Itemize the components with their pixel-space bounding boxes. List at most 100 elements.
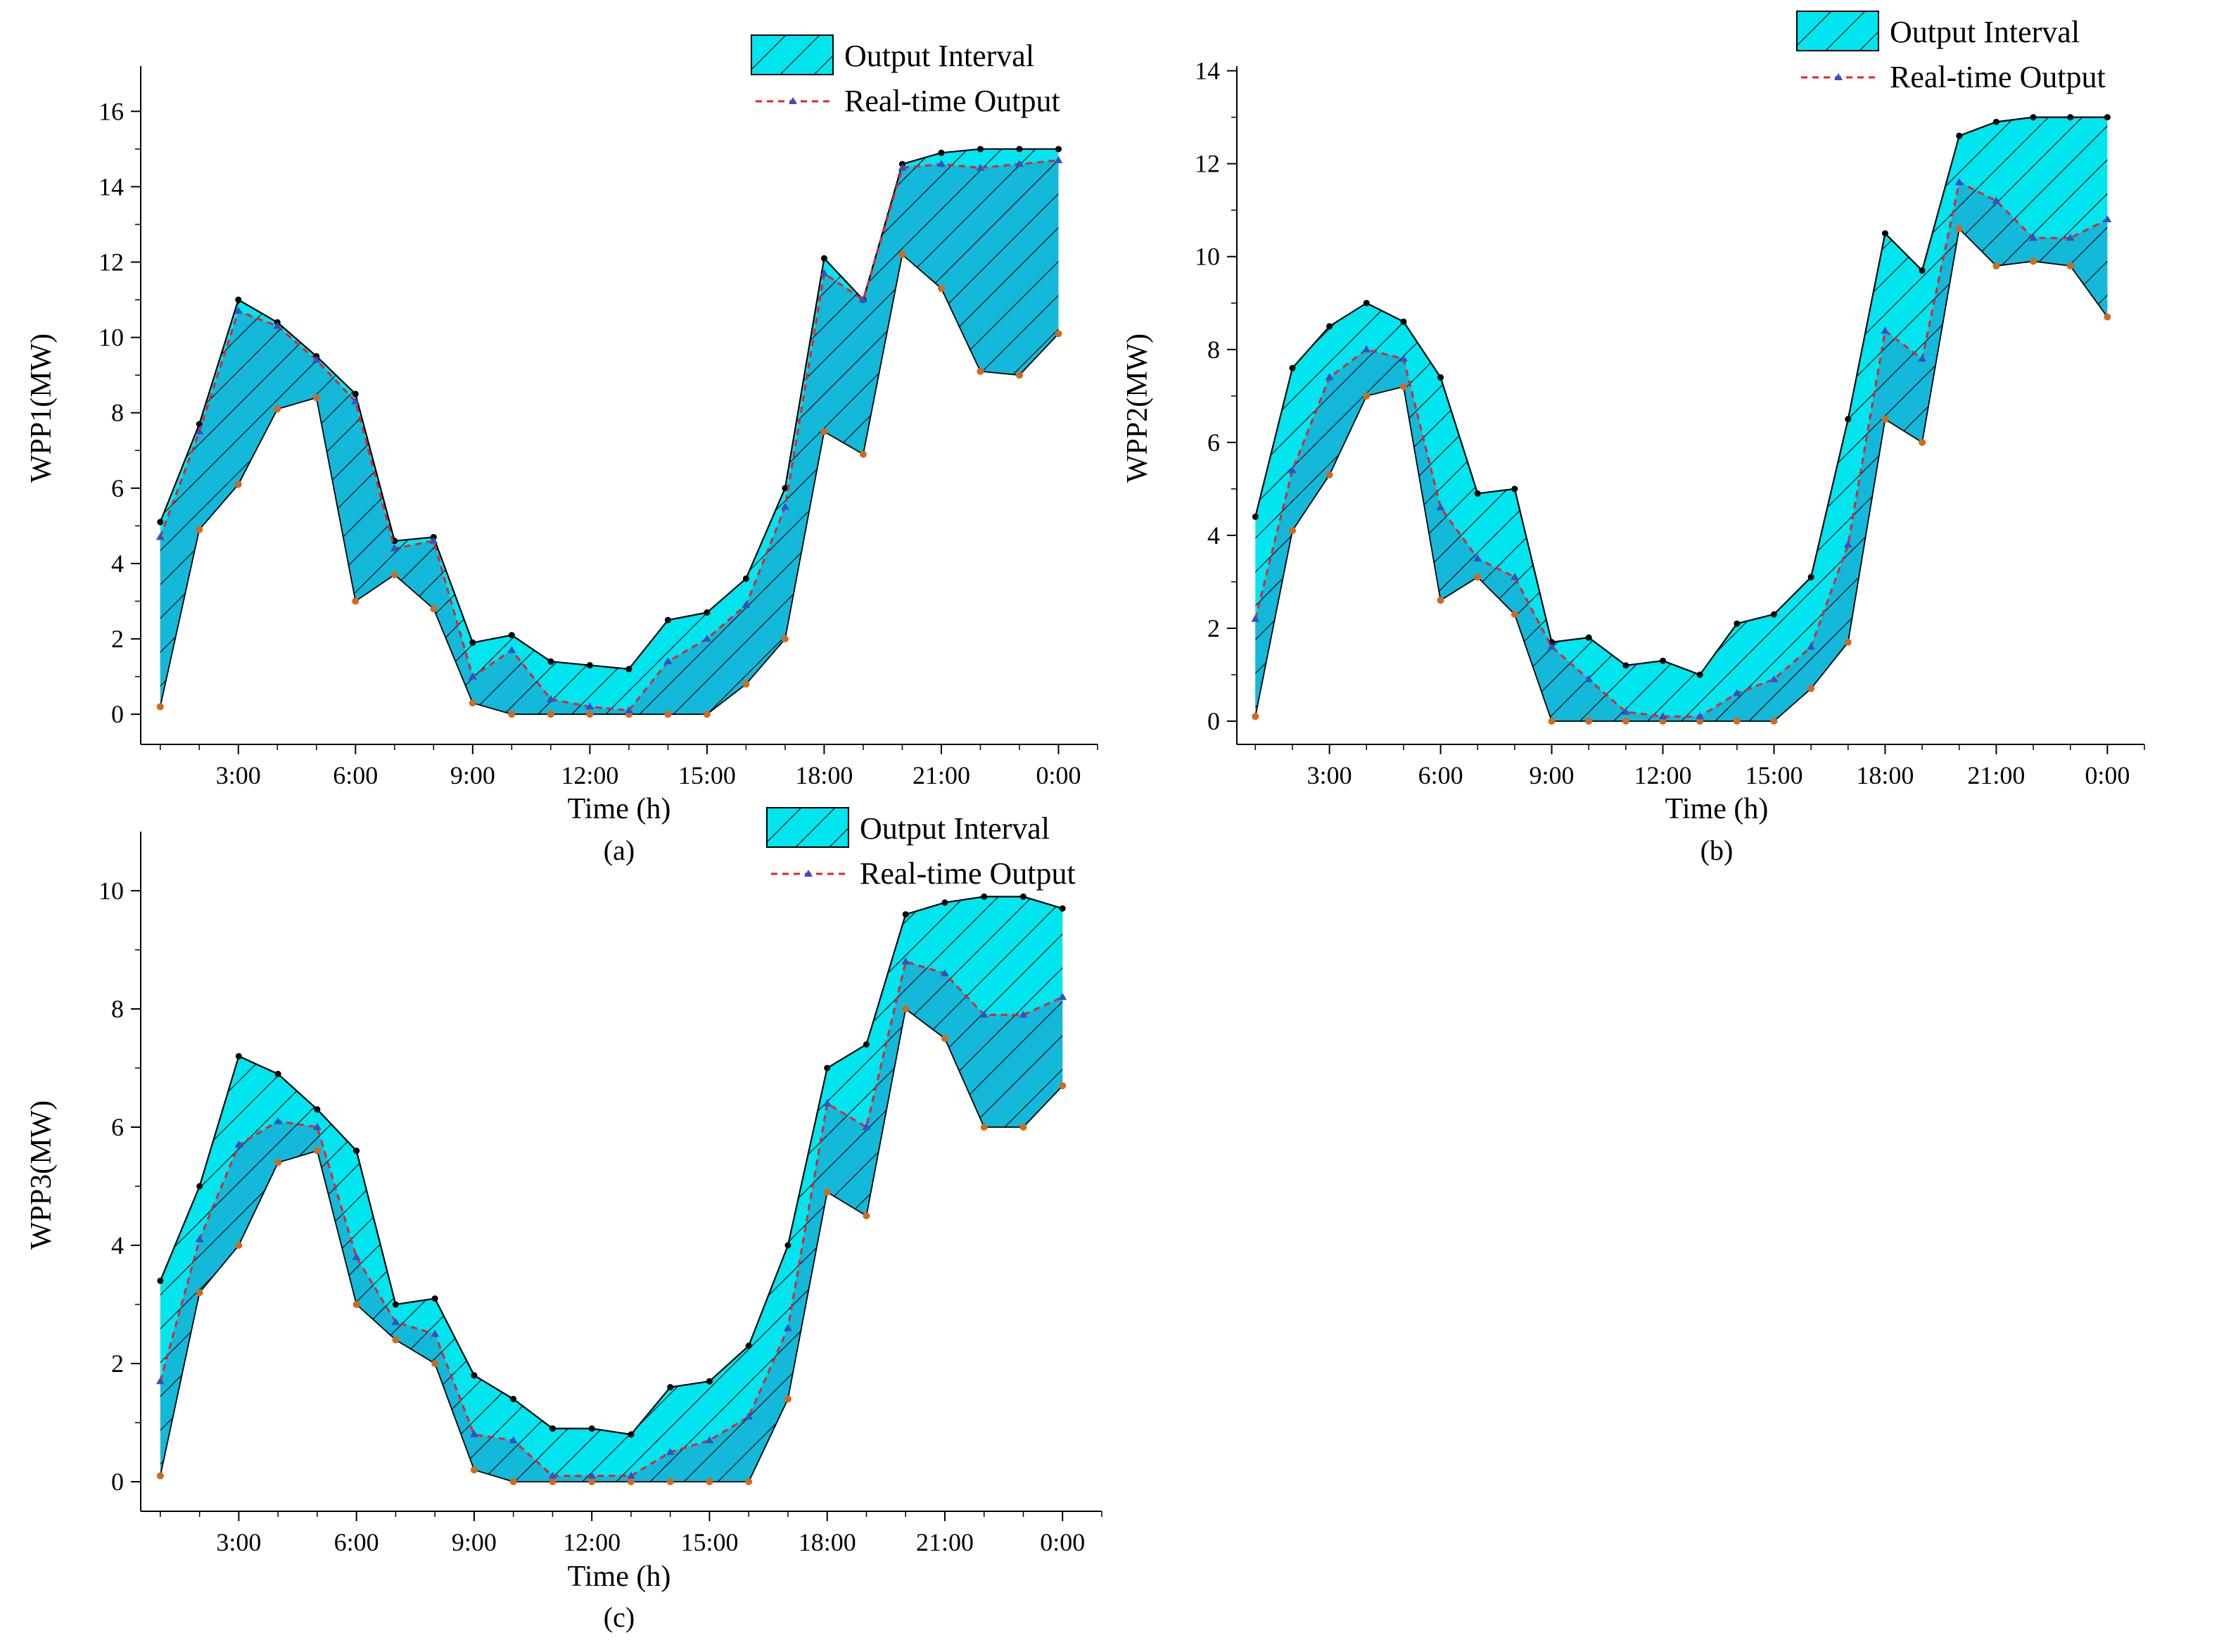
upper-bound-point-a-21 [938, 149, 945, 156]
realtime-point-b-5 [1399, 354, 1408, 362]
legend-label-realtime-a: Real-time Output [844, 84, 1060, 118]
x-tick-label: 18:00 [795, 761, 853, 789]
x-tick-label: 6:00 [334, 1528, 379, 1556]
lower-bound-point-c-14 [666, 1478, 674, 1485]
realtime-point-b-9 [1547, 642, 1556, 650]
lower-bound-point-b-19 [1919, 438, 1926, 446]
y-ticks-c: 0 2 4 6 8 10 [98, 877, 141, 1496]
realtime-line-a [159, 159, 1059, 712]
lower-bound-point-a-23 [1015, 371, 1023, 379]
realtime-point-c-23 [1019, 1010, 1028, 1018]
lower-bound-point-c-10 [509, 1478, 517, 1485]
interval-band-hatch [160, 896, 1063, 1482]
realtime-point-b-12 [1658, 712, 1667, 720]
lower-bound-point-c-23 [1019, 1124, 1027, 1131]
realtime-point-a-5 [312, 355, 321, 363]
lower-bound-point-b-4 [1363, 392, 1371, 400]
y-tick-label: 0 [111, 700, 124, 728]
realtime-point-a-17 [780, 502, 789, 510]
realtime-point-b-13 [1696, 712, 1705, 720]
realtime-point-a-18 [820, 269, 829, 277]
x-tick-label: 12:00 [1634, 761, 1692, 789]
x-tick-label: 15:00 [1745, 761, 1802, 789]
y-tick-label: 8 [111, 399, 124, 427]
lower-bound-point-b-18 [1881, 415, 1889, 423]
realtime-point-c-22 [979, 1010, 988, 1018]
y-tick-label: 10 [98, 877, 124, 905]
lower-bound-point-a-16 [742, 680, 750, 688]
upper-bound-line [159, 896, 1063, 1435]
upper-bound-point-a-6 [352, 390, 359, 398]
realtime-point-a-23 [1015, 160, 1024, 167]
upper-bound-point-c-22 [981, 893, 988, 900]
lower-bound-point-b-6 [1437, 597, 1444, 604]
upper-bound-point-c-8 [431, 1295, 438, 1302]
realtime-point-b-10 [1584, 675, 1594, 682]
upper-bound-point-c-17 [784, 1242, 791, 1249]
y-tick-label: 6 [1207, 428, 1220, 457]
upper-bound-point-a-22 [977, 146, 984, 153]
upper-bound-point-b-19 [1919, 267, 1926, 274]
lower-bound-point-c-16 [745, 1478, 753, 1485]
upper-bound-point-b-5 [1400, 318, 1407, 325]
y-tick-label: 4 [111, 1231, 124, 1259]
realtime-point-c-2 [195, 1235, 204, 1243]
realtime-point-c-5 [312, 1123, 322, 1130]
upper-bound-line [159, 148, 1059, 671]
interval-band-hatch [1255, 117, 2108, 721]
x-tick-label: 21:00 [916, 1528, 974, 1556]
x-tick-label: 6:00 [1418, 761, 1463, 789]
realtime-line-b [1254, 180, 2109, 718]
y-tick-label: 4 [1207, 521, 1220, 549]
chart-panel-b: 0 2 4 6 8 10 12 14 3:00 6:00 9:00 12:00 15:00 18:00 2… [1121, 11, 2145, 866]
lower-bound-point-a-22 [977, 367, 984, 375]
upper-bound-point-b-15 [1770, 611, 1777, 618]
upper-bound-point-a-3 [235, 296, 242, 303]
realtime-point-a-16 [742, 600, 751, 608]
x-tick-label: 0:00 [1040, 1528, 1085, 1556]
upper-bound-point-b-6 [1437, 374, 1444, 381]
realtime-point-c-21 [940, 969, 949, 977]
realtime-point-a-15 [702, 635, 711, 642]
legend-c: Output Interval Real-time Output [766, 807, 1076, 891]
upper-bound-point-c-10 [510, 1395, 517, 1402]
legend-label-interval-b: Output Interval [1890, 15, 2080, 49]
lower-bound-point-b-10 [1585, 717, 1593, 725]
lower-bound-point-b-1 [1252, 713, 1259, 720]
lower-bound-point-b-17 [1844, 638, 1852, 646]
upper-bound-point-a-13 [625, 666, 632, 673]
upper-bound-point-a-1 [157, 519, 164, 526]
upper-bound-point-b-20 [1956, 132, 1963, 139]
lower-bound-point-b-14 [1733, 717, 1741, 725]
upper-bound-point-c-11 [549, 1425, 556, 1432]
upper-bound-point-c-21 [941, 899, 948, 906]
lower-bound-point-c-15 [706, 1478, 713, 1485]
lower-bound-point-b-22 [2030, 258, 2037, 265]
lower-bound-point-c-1 [156, 1472, 164, 1480]
lower-bound-line [159, 253, 1060, 716]
lower-bound-point-a-19 [859, 450, 867, 458]
interval-band-a [159, 148, 1060, 716]
upper-bound-point-c-18 [824, 1065, 831, 1072]
lower-bound-point-a-24 [1055, 330, 1062, 338]
realtime-point-c-16 [744, 1412, 754, 1420]
lower-bound-point-a-21 [937, 284, 945, 292]
realtime-point-a-22 [976, 163, 985, 171]
lower-bound-point-b-20 [1955, 225, 1963, 233]
realtime-point-a-14 [663, 657, 673, 665]
realtime-point-b-2 [1287, 466, 1297, 474]
realtime-point-a-24 [1054, 155, 1063, 163]
realtime-point-b-18 [1881, 326, 1890, 334]
x-tick-label: 21:00 [1967, 761, 2025, 789]
realtime-point-b-1 [1251, 614, 1260, 622]
realtime-point-b-4 [1362, 345, 1371, 352]
y-tick-label: 16 [98, 97, 124, 125]
lower-bound-point-a-1 [156, 703, 164, 711]
upper-bound-point-b-4 [1363, 300, 1370, 307]
lower-bound-point-c-3 [235, 1242, 243, 1249]
upper-bound-point-c-7 [392, 1301, 399, 1308]
realtime-point-c-19 [862, 1123, 871, 1130]
upper-bound-point-b-7 [1474, 490, 1481, 497]
realtime-point-a-8 [429, 536, 438, 544]
y-ticks-b: 0 2 4 6 8 10 12 14 [1195, 57, 1237, 735]
